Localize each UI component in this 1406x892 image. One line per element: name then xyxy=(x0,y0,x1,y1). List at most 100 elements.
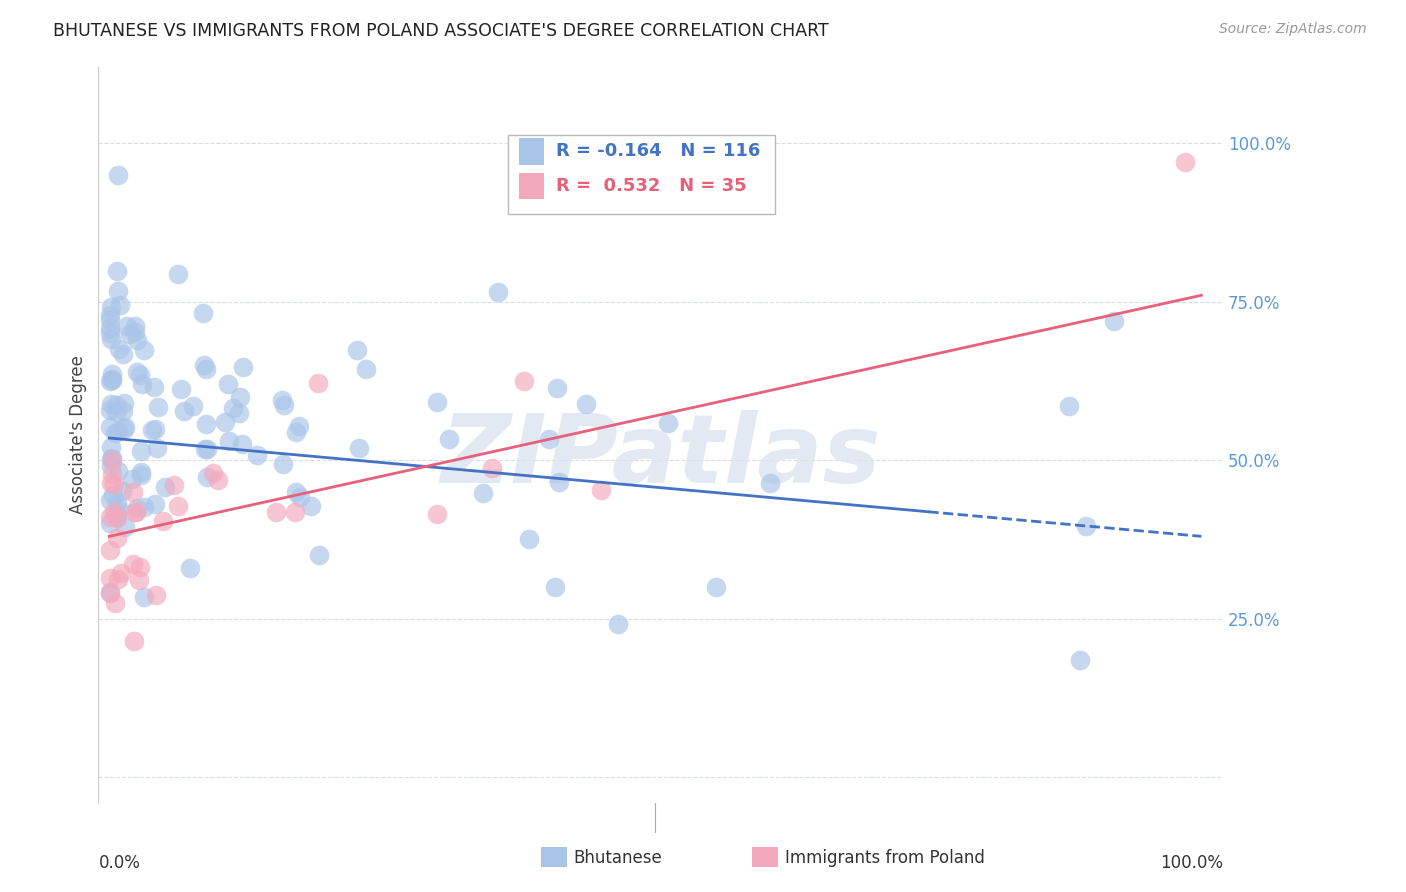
Point xyxy=(100,374,122,388)
Point xyxy=(170,383,193,397)
Point xyxy=(132,343,155,357)
Point xyxy=(166,499,188,513)
Point xyxy=(285,425,308,439)
Point xyxy=(222,401,245,416)
Point xyxy=(146,400,169,414)
Point xyxy=(288,418,311,433)
Text: 100.0%: 100.0% xyxy=(1160,855,1223,872)
Point xyxy=(121,472,143,486)
Point xyxy=(114,520,136,534)
Point xyxy=(100,452,122,467)
Point xyxy=(207,473,229,487)
Point xyxy=(167,267,190,281)
Point xyxy=(100,458,122,473)
Point xyxy=(105,509,128,524)
Point xyxy=(606,617,628,632)
Point xyxy=(704,580,727,594)
Point xyxy=(513,374,536,388)
Text: ZIPatlas: ZIPatlas xyxy=(440,410,882,503)
Point xyxy=(114,419,136,434)
Point xyxy=(202,466,225,480)
Point xyxy=(100,308,122,322)
Point xyxy=(131,467,153,482)
Point xyxy=(273,457,295,471)
Point xyxy=(100,332,122,346)
Point xyxy=(107,511,129,525)
Point xyxy=(589,483,612,497)
Point xyxy=(191,305,214,319)
Y-axis label: Associate's Degree: Associate's Degree xyxy=(69,355,87,515)
Point xyxy=(472,486,495,500)
Point xyxy=(538,432,561,446)
Point xyxy=(100,492,122,507)
Point xyxy=(124,505,146,519)
Point xyxy=(100,509,122,524)
Point xyxy=(426,394,449,409)
Point xyxy=(134,500,156,514)
Text: Immigrants from Poland: Immigrants from Poland xyxy=(785,849,984,867)
Point xyxy=(426,507,449,521)
Point xyxy=(122,485,145,500)
Point xyxy=(125,333,148,347)
Point xyxy=(162,477,184,491)
Text: Source: ZipAtlas.com: Source: ZipAtlas.com xyxy=(1219,22,1367,37)
Point xyxy=(128,573,150,587)
Point xyxy=(101,488,124,502)
Point xyxy=(195,442,218,456)
Point xyxy=(105,506,128,520)
Point xyxy=(307,376,329,391)
Point xyxy=(346,343,368,358)
Point xyxy=(100,585,122,599)
Point xyxy=(101,367,124,381)
Point xyxy=(143,497,166,511)
Point xyxy=(112,396,135,410)
Point xyxy=(1174,155,1197,169)
Point xyxy=(111,483,134,498)
Point xyxy=(105,264,128,278)
Text: BHUTANESE VS IMMIGRANTS FROM POLAND ASSOCIATE'S DEGREE CORRELATION CHART: BHUTANESE VS IMMIGRANTS FROM POLAND ASSO… xyxy=(53,22,830,40)
Point xyxy=(129,443,152,458)
Point xyxy=(128,368,150,383)
Point xyxy=(101,373,124,387)
Point xyxy=(103,477,125,491)
Text: R =  0.532   N = 35: R = 0.532 N = 35 xyxy=(557,177,747,195)
Point xyxy=(228,407,250,421)
Point xyxy=(100,372,122,386)
Point xyxy=(100,450,122,465)
Point xyxy=(108,298,131,312)
Point xyxy=(145,422,167,436)
Point xyxy=(246,448,269,462)
Point xyxy=(195,361,218,376)
Point xyxy=(125,365,148,379)
Point xyxy=(1104,314,1126,328)
Point xyxy=(100,397,122,411)
Text: R = -0.164   N = 116: R = -0.164 N = 116 xyxy=(557,142,761,161)
Point xyxy=(108,502,131,516)
Point xyxy=(1074,519,1097,533)
Point xyxy=(100,320,122,334)
Point xyxy=(308,549,330,563)
Point xyxy=(145,588,167,602)
Point xyxy=(546,381,568,395)
Point xyxy=(107,425,129,439)
Point xyxy=(1059,399,1081,413)
Point xyxy=(104,405,127,419)
Point xyxy=(544,580,567,594)
Point xyxy=(103,505,125,519)
Point xyxy=(283,505,305,519)
Point xyxy=(100,571,122,585)
Point xyxy=(481,460,503,475)
Point xyxy=(231,437,253,451)
Point xyxy=(104,596,127,610)
Point xyxy=(120,326,142,341)
Point xyxy=(108,342,131,356)
Point xyxy=(152,514,174,528)
Point xyxy=(575,397,598,411)
Point xyxy=(347,441,370,455)
Point xyxy=(100,516,122,531)
Point xyxy=(437,432,460,446)
Point xyxy=(100,403,122,417)
Point xyxy=(100,441,122,455)
Point xyxy=(264,505,287,519)
Point xyxy=(100,467,122,482)
